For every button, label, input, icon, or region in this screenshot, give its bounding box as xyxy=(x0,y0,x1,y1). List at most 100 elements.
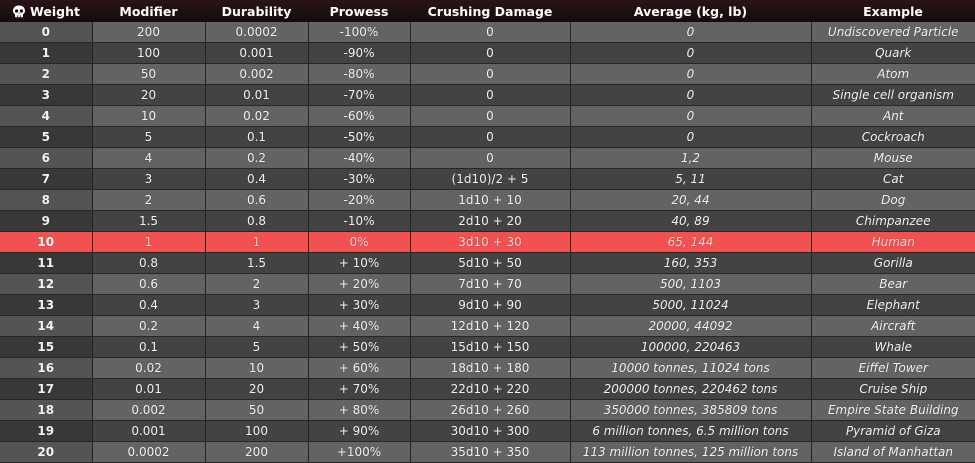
cell-crushing-damage: 0 xyxy=(410,84,571,106)
cell-weight: 9 xyxy=(0,210,93,232)
cell-modifier: 0.0002 xyxy=(92,441,206,463)
header-row: Weight Modifier Durability Prowess Crush… xyxy=(0,0,975,22)
cell-weight: 7 xyxy=(0,168,93,190)
header-durability: Durability xyxy=(205,0,308,22)
cell-modifier: 5 xyxy=(92,126,206,148)
cell-example: Dog xyxy=(811,189,975,211)
cell-weight: 14 xyxy=(0,315,93,337)
table-row: 19 0.001 100 + 90% 30d10 + 300 6 million tonn… xyxy=(0,420,975,442)
skull-icon xyxy=(13,5,26,17)
cell-prowess: + 60% xyxy=(308,357,411,379)
cell-crushing-damage: 5d10 + 50 xyxy=(410,252,571,274)
cell-modifier: 20 xyxy=(92,84,206,106)
cell-example: Atom xyxy=(811,63,975,85)
cell-example: Empire State Building xyxy=(811,399,975,421)
cell-durability: 20 xyxy=(205,378,309,400)
table-row: 4 10 0.02 -60% 0 0 Ant xyxy=(0,105,975,127)
cell-weight: 11 xyxy=(0,252,93,274)
cell-example: Cat xyxy=(811,168,975,190)
header-modifier: Modifier xyxy=(92,0,205,22)
cell-modifier: 0.6 xyxy=(92,273,206,295)
cell-modifier: 0.02 xyxy=(92,357,206,379)
cell-crushing-damage: 3d10 + 30 xyxy=(410,231,571,253)
cell-modifier: 4 xyxy=(92,147,206,169)
cell-average: 113 million tonnes, 125 million tons xyxy=(570,441,812,463)
table-row: 18 0.002 50 + 80% 26d10 + 260 350000 tonnes, … xyxy=(0,399,975,421)
cell-average: 160, 353 xyxy=(570,252,812,274)
table-row: 20 0.0002 200 +100% 35d10 + 350 113 million t… xyxy=(0,441,975,463)
cell-prowess: -60% xyxy=(308,105,411,127)
cell-average: 0 xyxy=(570,105,812,127)
cell-crushing-damage: 26d10 + 260 xyxy=(410,399,571,421)
table-row: 0 200 0.0002 -100% 0 0 Undiscovered Particle xyxy=(0,22,975,43)
cell-average: 200000 tonnes, 220462 tons xyxy=(570,378,812,400)
table-row: 11 0.8 1.5 + 10% 5d10 + 50 160, 353 Gorilla xyxy=(0,252,975,274)
cell-example: Chimpanzee xyxy=(811,210,975,232)
cell-crushing-damage: 0 xyxy=(410,42,571,64)
cell-prowess: + 80% xyxy=(308,399,411,421)
cell-crushing-damage: 0 xyxy=(410,22,571,43)
cell-durability: 5 xyxy=(205,336,309,358)
cell-durability: 4 xyxy=(205,315,309,337)
cell-average: 6 million tonnes, 6.5 million tons xyxy=(570,420,812,442)
cell-crushing-damage: 0 xyxy=(410,147,571,169)
cell-average: 0 xyxy=(570,63,812,85)
cell-example: Whale xyxy=(811,336,975,358)
cell-example: Single cell organism xyxy=(811,84,975,106)
cell-weight: 3 xyxy=(0,84,93,106)
cell-durability: 0.002 xyxy=(205,63,309,85)
cell-example: Pyramid of Giza xyxy=(811,420,975,442)
cell-crushing-damage: 2d10 + 20 xyxy=(410,210,571,232)
cell-durability: 200 xyxy=(205,441,309,463)
cell-modifier: 200 xyxy=(92,22,206,43)
table-row: 14 0.2 4 + 40% 12d10 + 120 20000, 44092 Aircra… xyxy=(0,315,975,337)
cell-prowess: + 50% xyxy=(308,336,411,358)
cell-modifier: 2 xyxy=(92,189,206,211)
cell-durability: 0.02 xyxy=(205,105,309,127)
cell-average: 350000 tonnes, 385809 tons xyxy=(570,399,812,421)
cell-weight: 0 xyxy=(0,22,93,43)
header-crushing-damage: Crushing Damage xyxy=(410,0,570,22)
cell-average: 40, 89 xyxy=(570,210,812,232)
cell-durability: 100 xyxy=(205,420,309,442)
cell-durability: 3 xyxy=(205,294,309,316)
table-row: 13 0.4 3 + 30% 9d10 + 90 5000, 11024 Elephant xyxy=(0,294,975,316)
cell-prowess: + 20% xyxy=(308,273,411,295)
cell-prowess: -80% xyxy=(308,63,411,85)
table-row: 1 100 0.001 -90% 0 0 Quark xyxy=(0,42,975,64)
cell-modifier: 10 xyxy=(92,105,206,127)
cell-modifier: 0.2 xyxy=(92,315,206,337)
cell-crushing-damage: 0 xyxy=(410,105,571,127)
table-row: 6 4 0.2 -40% 0 1,2 Mouse xyxy=(0,147,975,169)
cell-example: Eiffel Tower xyxy=(811,357,975,379)
cell-modifier: 100 xyxy=(92,42,206,64)
cell-average: 0 xyxy=(570,84,812,106)
cell-crushing-damage: 15d10 + 150 xyxy=(410,336,571,358)
cell-example: Cockroach xyxy=(811,126,975,148)
table-header: Weight Modifier Durability Prowess Crush… xyxy=(0,0,975,22)
cell-weight: 12 xyxy=(0,273,93,295)
table-row: 3 20 0.01 -70% 0 0 Single cell organism xyxy=(0,84,975,106)
cell-durability: 0.01 xyxy=(205,84,309,106)
cell-crushing-damage: 1d10 + 10 xyxy=(410,189,571,211)
table-row: 9 1.5 0.8 -10% 2d10 + 20 40, 89 Chimpanzee xyxy=(0,210,975,232)
table-row: 7 3 0.4 -30% (1d10)/2 + 5 5, 11 Cat xyxy=(0,168,975,190)
cell-crushing-damage: (1d10)/2 + 5 xyxy=(410,168,571,190)
cell-example: Aircraft xyxy=(811,315,975,337)
cell-average: 0 xyxy=(570,22,812,43)
cell-prowess: + 40% xyxy=(308,315,411,337)
cell-average: 0 xyxy=(570,126,812,148)
cell-prowess: +100% xyxy=(308,441,411,463)
header-prowess: Prowess xyxy=(308,0,410,22)
cell-prowess: + 70% xyxy=(308,378,411,400)
cell-weight: 1 xyxy=(0,42,93,64)
cell-durability: 1 xyxy=(205,231,309,253)
cell-average: 10000 tonnes, 11024 tons xyxy=(570,357,812,379)
table-body: 0 200 0.0002 -100% 0 0 Undiscovered Particle 1 1… xyxy=(0,22,975,463)
cell-crushing-damage: 7d10 + 70 xyxy=(410,273,571,295)
cell-average: 5000, 11024 xyxy=(570,294,812,316)
cell-crushing-damage: 22d10 + 220 xyxy=(410,378,571,400)
cell-average: 0 xyxy=(570,42,812,64)
cell-crushing-damage: 18d10 + 180 xyxy=(410,357,571,379)
